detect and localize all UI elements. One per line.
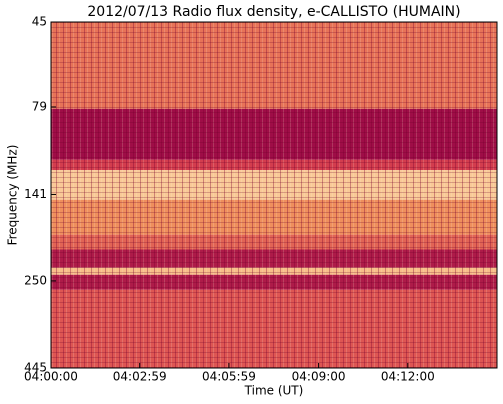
- x-tick-label: 04:12:00: [381, 370, 435, 384]
- chart-title: 2012/07/13 Radio flux density, e-CALLIST…: [87, 4, 460, 20]
- plot-frame: [50, 21, 498, 369]
- y-tick-label: 45: [32, 15, 47, 29]
- x-tick-label: 04:09:00: [292, 370, 346, 384]
- y-axis-label: Frequency (MHz): [6, 145, 20, 246]
- x-tick-label: 04:00:00: [24, 370, 78, 384]
- x-tick-label: 04:05:59: [202, 370, 256, 384]
- x-axis-label: Time (UT): [244, 384, 304, 398]
- y-tick-label: 141: [24, 187, 47, 201]
- y-tick-label: 250: [24, 273, 47, 287]
- x-tick-label: 04:02:59: [113, 370, 167, 384]
- y-tick-label: 79: [32, 99, 47, 113]
- y-tick-label: 445: [24, 361, 47, 375]
- texture: [51, 22, 497, 368]
